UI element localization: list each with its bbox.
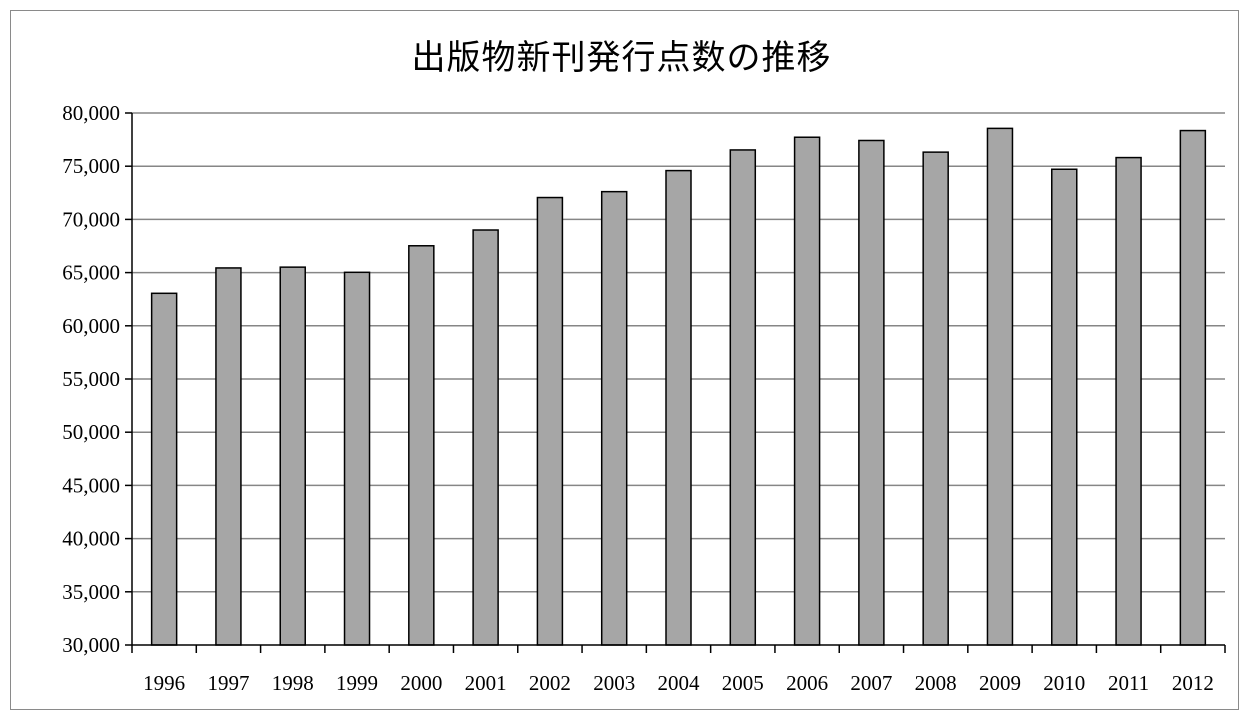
bar-2002: [536, 196, 564, 646]
y-tick-label: 70,000: [62, 207, 120, 231]
bar-1996: [150, 292, 178, 646]
x-tick-label: 2008: [915, 671, 957, 695]
x-tick-label: 2009: [979, 671, 1021, 695]
x-tick-label: 2002: [529, 671, 571, 695]
bars: [150, 127, 1207, 646]
y-tick-labels: 30,000 35,000 40,000 45,000 50,000 55,000 60,0…: [62, 101, 120, 657]
x-tick-label: 2006: [786, 671, 828, 695]
x-tick-labels: 1996 1997 1998 1999 2000 2001 2002 2003 2004 2005…: [143, 671, 1214, 695]
x-tick-label: 1998: [272, 671, 314, 695]
x-tick-label: 1997: [207, 671, 249, 695]
x-tick-label: 2004: [658, 671, 701, 695]
y-tick-label: 65,000: [62, 261, 120, 285]
bar-2008: [922, 151, 949, 646]
y-tick-label: 50,000: [62, 420, 120, 444]
bar-2004: [665, 169, 692, 646]
bar-1999: [343, 271, 371, 646]
x-tick-label: 2003: [593, 671, 635, 695]
x-tick-label: 2007: [850, 671, 892, 695]
bar-2001: [472, 229, 499, 646]
y-tick-label: 45,000: [62, 473, 120, 497]
x-tick-label: 2000: [400, 671, 442, 695]
y-tick-label: 55,000: [62, 367, 120, 391]
bar-2007: [858, 139, 885, 646]
y-tick-label: 80,000: [62, 101, 120, 125]
bar-2006: [793, 136, 821, 646]
y-tick-label: 30,000: [62, 633, 120, 657]
bar-2009: [986, 127, 1014, 646]
y-tick-label: 35,000: [62, 580, 120, 604]
y-tick-label: 40,000: [62, 527, 120, 551]
bar-2012: [1179, 129, 1207, 646]
bar-2010: [1051, 168, 1078, 646]
x-tick-label: 2011: [1108, 671, 1149, 695]
x-tick-label: 1999: [336, 671, 378, 695]
x-tick-label: 1996: [143, 671, 185, 695]
y-tick-label: 60,000: [62, 314, 120, 338]
bar-2000: [408, 245, 435, 646]
x-tick-label: 2010: [1043, 671, 1085, 695]
chart-title: 出版物新刊発行点数の推移: [411, 38, 832, 78]
bar-2005: [729, 149, 757, 646]
bar-1997: [215, 267, 242, 646]
x-tick-label: 2012: [1172, 671, 1214, 695]
bar-2003: [600, 190, 628, 646]
x-tick-label: 2005: [722, 671, 764, 695]
x-tick-label: 2001: [465, 671, 507, 695]
bar-1998: [279, 266, 306, 646]
axes: [125, 112, 1226, 653]
bar-2011: [1115, 156, 1142, 646]
y-tick-label: 75,000: [62, 154, 120, 178]
